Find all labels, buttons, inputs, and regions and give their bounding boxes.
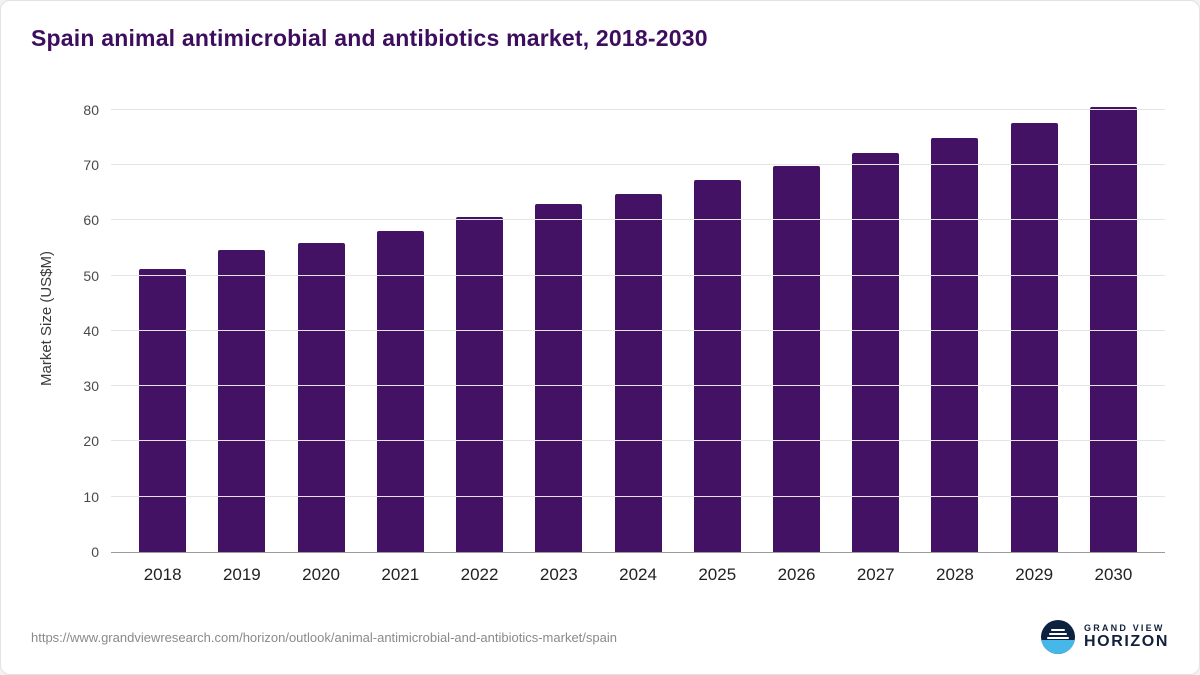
x-tick-label: 2026 bbox=[777, 565, 816, 584]
bar-2019 bbox=[218, 250, 266, 552]
bar-slot bbox=[678, 99, 757, 552]
bar-slot bbox=[519, 99, 598, 552]
logo-text: GRAND VIEW HORIZON bbox=[1084, 623, 1169, 652]
bar-slot bbox=[836, 99, 915, 552]
x-axis-labels: 2018 2019 2020 2021 2022 2023 2024 2025 2026 2027… bbox=[111, 553, 1165, 597]
bar-slot bbox=[123, 99, 202, 552]
bar-2029 bbox=[1010, 122, 1058, 552]
gridline bbox=[111, 440, 1165, 442]
y-tick-label: 70 bbox=[83, 157, 99, 174]
bar-slot bbox=[757, 99, 836, 552]
bar-2028 bbox=[931, 138, 979, 552]
bar-slot bbox=[281, 99, 360, 552]
bar-slot bbox=[202, 99, 281, 552]
bar-slot bbox=[915, 99, 994, 552]
bar-2025 bbox=[693, 180, 741, 552]
gridline bbox=[111, 385, 1165, 387]
x-tick-label: 2030 bbox=[1094, 565, 1133, 584]
gridline bbox=[111, 329, 1165, 331]
bar-2030 bbox=[1089, 106, 1137, 552]
bar-2020 bbox=[297, 242, 345, 552]
gridline bbox=[111, 219, 1165, 221]
x-tick-label: 2028 bbox=[936, 565, 974, 584]
y-axis-title-column: Market Size (US$M) bbox=[29, 99, 65, 597]
x-tick-label: 2022 bbox=[460, 565, 499, 584]
x-tick-label: 2029 bbox=[1015, 565, 1054, 584]
x-tick-label: 2018 bbox=[143, 565, 182, 584]
bar-slot bbox=[995, 99, 1074, 552]
y-tick-label: 40 bbox=[83, 322, 99, 339]
y-axis-label: Market Size (US$M) bbox=[38, 250, 56, 386]
x-tick-label: 2021 bbox=[381, 565, 420, 584]
y-tick-label: 60 bbox=[83, 212, 99, 229]
bar-slot bbox=[598, 99, 677, 552]
plot-column: 0 10 20 30 40 50 60 70 80 2018 2019 2020 2021 2022 20… bbox=[65, 99, 1165, 597]
x-tick-label: 2023 bbox=[539, 565, 578, 584]
footer: https://www.grandviewresearch.com/horizo… bbox=[31, 620, 1169, 654]
x-tick-label: 2025 bbox=[698, 565, 737, 584]
y-tick-label: 30 bbox=[83, 378, 99, 395]
gridline bbox=[111, 108, 1165, 110]
grandview-horizon-logo: GRAND VIEW HORIZON bbox=[1041, 620, 1169, 654]
y-tick-label: 0 bbox=[91, 544, 99, 560]
x-tick-label: 2020 bbox=[302, 565, 340, 584]
bar-2023 bbox=[535, 203, 583, 552]
y-tick-label: 20 bbox=[83, 433, 99, 450]
plot-area: 0 10 20 30 40 50 60 70 80 bbox=[83, 99, 1165, 560]
bar-chart: Market Size (US$M) 0 10 20 30 40 50 60 70 80 201… bbox=[29, 99, 1165, 597]
x-tick-label: 2019 bbox=[222, 565, 261, 584]
gridline bbox=[111, 164, 1165, 166]
horizon-logo-icon bbox=[1041, 620, 1076, 654]
y-tick-label: 10 bbox=[83, 488, 99, 505]
bar-slot bbox=[1074, 99, 1153, 552]
bar-slot bbox=[361, 99, 440, 552]
x-tick-label: 2027 bbox=[856, 565, 895, 584]
bar-2021 bbox=[376, 231, 424, 552]
bars-container bbox=[111, 99, 1165, 552]
logo-text-grand-view: GRAND VIEW bbox=[1084, 622, 1165, 633]
logo-text-horizon: HORIZON bbox=[1084, 632, 1169, 650]
bar-slot bbox=[440, 99, 519, 552]
bar-2024 bbox=[614, 193, 662, 552]
gridline bbox=[111, 274, 1165, 276]
y-tick-label: 50 bbox=[83, 267, 99, 284]
y-tick-label: 80 bbox=[83, 101, 99, 118]
bar-2027 bbox=[852, 153, 900, 552]
bar-2026 bbox=[772, 166, 820, 552]
chart-title: Spain animal antimicrobial and antibioti… bbox=[31, 25, 708, 51]
bar-2018 bbox=[139, 269, 187, 552]
x-tick-label: 2024 bbox=[619, 565, 657, 584]
source-url: https://www.grandviewresearch.com/horizo… bbox=[31, 629, 617, 645]
gridline bbox=[111, 495, 1165, 497]
